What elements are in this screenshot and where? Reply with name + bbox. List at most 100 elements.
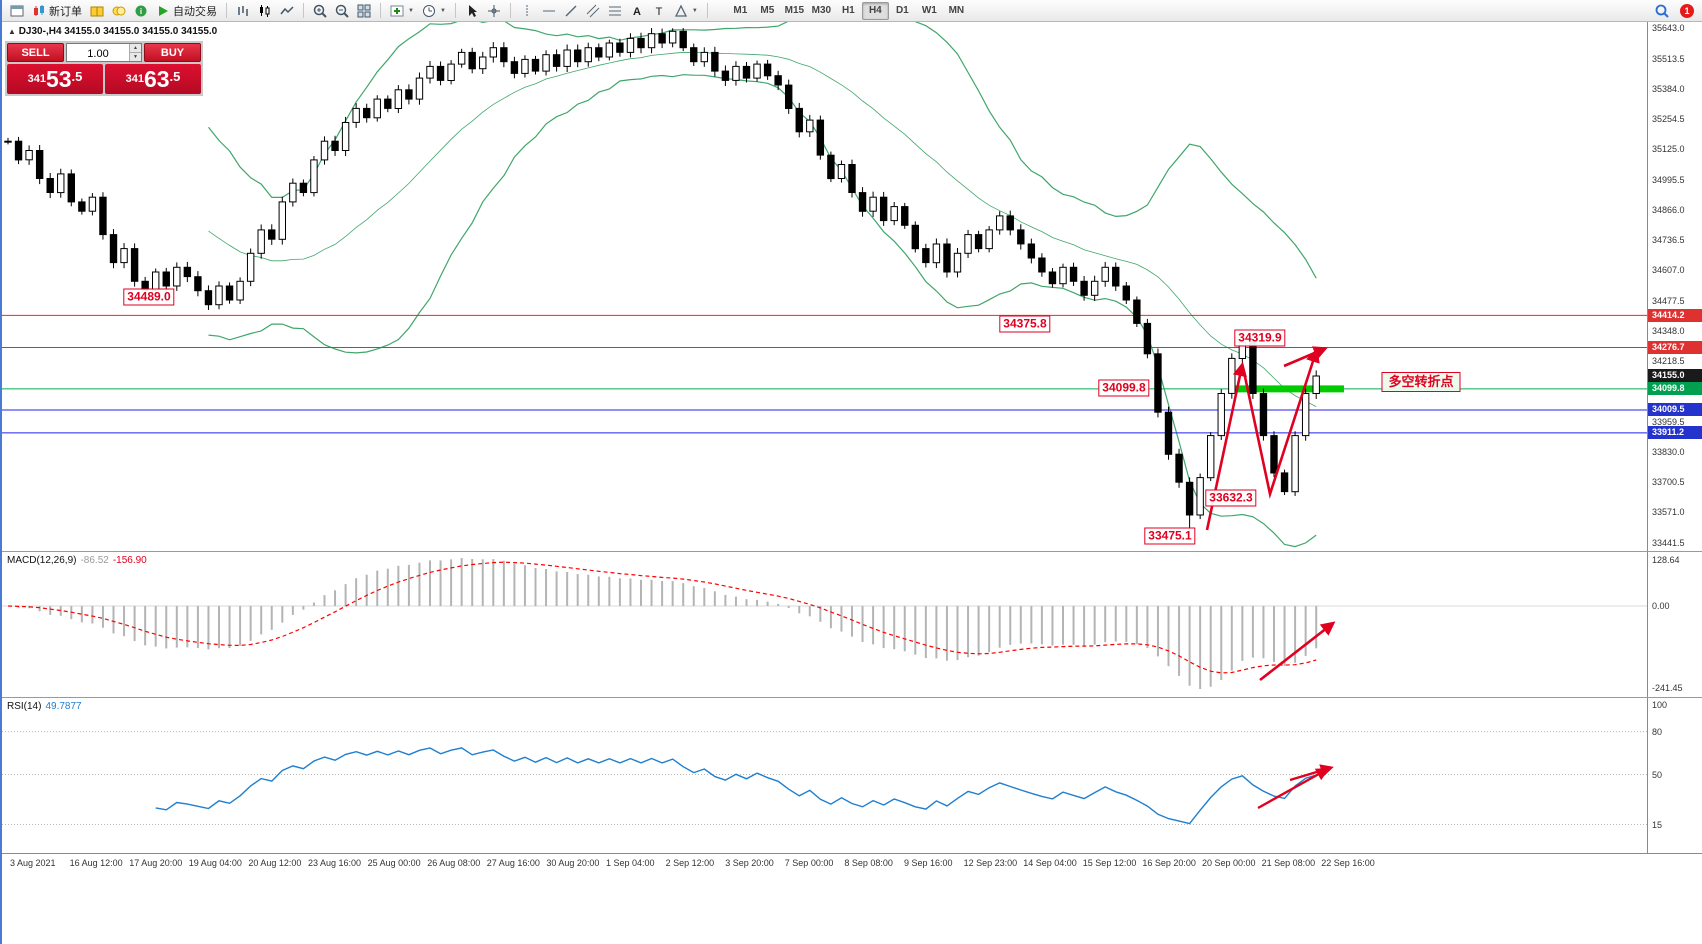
volume-stepper[interactable]: ▲ ▼ xyxy=(66,43,142,63)
time-tick-label: 9 Sep 16:00 xyxy=(904,858,953,868)
rsi-scale-label: 100 xyxy=(1652,700,1668,710)
price-tick-label: 33441.5 xyxy=(1652,537,1685,548)
bar-chart-button[interactable] xyxy=(232,1,254,20)
book-icon xyxy=(90,6,104,16)
timeframe-button-D1[interactable]: D1 xyxy=(895,5,909,16)
price-tick-label: 34866.0 xyxy=(1652,204,1685,215)
time-tick-label: 27 Aug 16:00 xyxy=(486,858,540,868)
candles-icon xyxy=(260,4,270,17)
buy-price-display[interactable]: 341 63.5 xyxy=(105,64,201,94)
line-chart-button[interactable] xyxy=(276,1,298,20)
price-badge-34155.0: 34155.0 xyxy=(1648,369,1702,383)
vertical-line-button[interactable] xyxy=(516,1,538,20)
timeframe-button-H1[interactable]: H1 xyxy=(841,5,855,16)
annotation-33475.1[interactable]: 33475.1 xyxy=(1144,527,1196,545)
time-tick-label: 12 Sep 23:00 xyxy=(963,858,1018,868)
rsi-label: RSI(14) 49.7877 xyxy=(7,701,82,712)
cursor-button[interactable] xyxy=(461,1,483,20)
equidistant-channel-button[interactable] xyxy=(582,1,604,20)
sell-price-display[interactable]: 341 53.5 xyxy=(7,64,103,94)
periods-button[interactable]: ▼ xyxy=(418,1,450,20)
annotation-34099.8[interactable]: 34099.8 xyxy=(1098,379,1150,397)
trendline-button[interactable] xyxy=(560,1,582,20)
text-button[interactable]: A xyxy=(626,1,648,20)
timeframe-switcher: M1 M5 M15 M30 H1 H4 D1 W1 MN xyxy=(727,1,970,20)
annotation-34319.9[interactable]: 34319.9 xyxy=(1234,329,1286,347)
macd-indicator-panel[interactable]: MACD(12,26,9) -86.52 -156.90 xyxy=(2,552,1647,697)
horizontal-line-button[interactable] xyxy=(538,1,560,20)
tile-windows-button[interactable] xyxy=(353,1,375,20)
rsi-chart-canvas[interactable] xyxy=(2,698,1647,853)
time-tick-label: 16 Aug 12:00 xyxy=(69,858,123,868)
price-tick-label: 33700.5 xyxy=(1652,477,1685,488)
rsi-scale-label: 15 xyxy=(1652,819,1663,830)
zoom-in-button[interactable] xyxy=(309,1,331,20)
sell-button[interactable]: SELL xyxy=(7,43,64,62)
annotation-33632.3[interactable]: 33632.3 xyxy=(1205,489,1257,507)
fibonacci-button[interactable] xyxy=(604,1,626,20)
shapes-button[interactable]: ▼ xyxy=(670,1,702,20)
price-tick-label: 35513.5 xyxy=(1652,53,1685,64)
search-icon[interactable] xyxy=(1651,2,1673,21)
volume-input[interactable] xyxy=(67,45,141,63)
timeframe-button-M1[interactable]: M1 xyxy=(733,5,748,16)
buy-button[interactable]: BUY xyxy=(144,43,201,62)
time-tick-label: 3 Sep 20:00 xyxy=(725,858,774,868)
timeframe-button-M30[interactable]: M30 xyxy=(811,5,832,16)
cursor-icon xyxy=(468,4,477,17)
tile-icon xyxy=(357,4,371,17)
zin-icon xyxy=(313,4,327,18)
channel-icon xyxy=(586,4,600,17)
market-watch-icon[interactable] xyxy=(108,1,130,20)
history-center-icon[interactable] xyxy=(86,1,108,20)
price-chart-area[interactable]: ▲ DJ30-,H4 34155.0 34155.0 34155.0 34155… xyxy=(2,22,1647,551)
macd-chart-canvas[interactable] xyxy=(2,552,1647,697)
charts-window-icon[interactable] xyxy=(6,1,28,20)
candlestick-chart-canvas[interactable] xyxy=(2,22,1647,551)
info-icon: i xyxy=(135,5,147,16)
time-tick-label: 20 Aug 12:00 xyxy=(248,858,302,868)
indicators-button[interactable]: ▼ xyxy=(386,1,418,20)
chevron-down-icon: ▼ xyxy=(691,7,698,14)
rsi-scale-label: 50 xyxy=(1652,769,1663,780)
toolbar-separator xyxy=(226,3,227,18)
time-tick-label: 14 Sep 04:00 xyxy=(1023,858,1077,868)
autotrading-button[interactable]: 自动交易 xyxy=(152,1,221,20)
price-tick-label: 34477.5 xyxy=(1652,295,1685,306)
volume-increase-button[interactable]: ▲ xyxy=(129,44,141,52)
timeframe-button-M15[interactable]: M15 xyxy=(784,5,805,16)
time-tick-label: 23 Aug 16:00 xyxy=(308,858,362,868)
price-badge-34414.2: 34414.2 xyxy=(1648,308,1702,322)
candlestick-chart-button[interactable] xyxy=(254,1,276,20)
panel-divider[interactable] xyxy=(2,697,1702,698)
price-tick-label: 34218.5 xyxy=(1652,356,1685,367)
toolbar-separator xyxy=(454,3,456,18)
new-order-button[interactable]: 新订单 xyxy=(28,1,86,20)
data-window-icon[interactable]: i xyxy=(130,1,152,20)
timeframe-button-MN[interactable]: MN xyxy=(948,5,965,16)
volume-decrease-button[interactable]: ▼ xyxy=(129,52,141,61)
symbol-period-label: DJ30-,H4 xyxy=(18,26,62,37)
bars-icon xyxy=(238,5,248,16)
annotation-34489.0[interactable]: 34489.0 xyxy=(123,288,175,306)
time-tick-label: 26 Aug 08:00 xyxy=(427,858,481,868)
textT-icon: T xyxy=(656,6,663,18)
text-label-button[interactable]: T xyxy=(648,1,670,20)
rsi-indicator-panel[interactable]: RSI(14) 49.7877 xyxy=(2,698,1647,853)
crosshair-button[interactable] xyxy=(483,1,505,20)
timeframe-button-M5[interactable]: M5 xyxy=(760,5,775,16)
time-tick-label: 17 Aug 20:00 xyxy=(129,858,183,868)
time-tick-label: 21 Sep 08:00 xyxy=(1261,858,1316,868)
annotation-34375.8[interactable]: 34375.8 xyxy=(999,315,1051,333)
timeframe-button-H4[interactable]: H4 xyxy=(861,1,889,20)
vline-icon xyxy=(526,4,528,17)
timeframe-button-W1[interactable]: W1 xyxy=(921,5,937,16)
annotation-多空转折点[interactable]: 多空转折点 xyxy=(1381,372,1461,392)
ohlc-values: 34155.0 34155.0 34155.0 34155.0 xyxy=(64,26,218,37)
zoom-out-button[interactable] xyxy=(331,1,353,20)
cross-icon xyxy=(487,4,500,17)
panel-divider[interactable] xyxy=(2,551,1702,552)
notification-badge[interactable]: 1 xyxy=(1680,4,1694,18)
